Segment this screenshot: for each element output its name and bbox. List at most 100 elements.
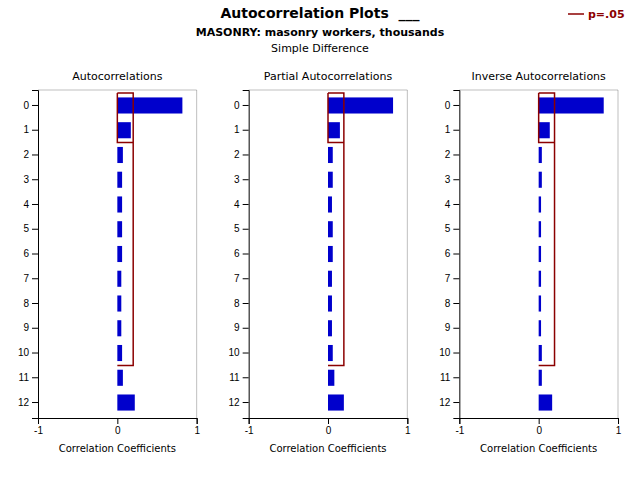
plot-area: -1010123456789101112 bbox=[18, 90, 201, 436]
bar bbox=[539, 345, 542, 361]
y-tick-mark bbox=[32, 254, 38, 255]
bar bbox=[117, 295, 121, 311]
chart-root: Autocorrelation Plots ___MASONRY: masonr… bbox=[0, 0, 640, 480]
y-tick-mark bbox=[32, 130, 38, 131]
chart-title: Partial Autocorrelations bbox=[264, 70, 393, 83]
x-tick-label: 0 bbox=[536, 425, 542, 436]
y-tick: 11 bbox=[229, 372, 248, 383]
y-tick: 4 bbox=[445, 199, 460, 210]
y-tick: 9 bbox=[445, 322, 460, 333]
x-tick-mark bbox=[407, 418, 408, 424]
y-tick: 3 bbox=[23, 174, 38, 185]
y-tick-label: 8 bbox=[23, 298, 29, 309]
x-tick-mark bbox=[197, 418, 198, 424]
subtitle: Simple Difference bbox=[271, 42, 369, 55]
y-tick-label: 11 bbox=[229, 372, 240, 383]
y-tick: 5 bbox=[23, 223, 38, 234]
y-tick: 10 bbox=[439, 347, 459, 358]
y-tick-mark bbox=[32, 229, 38, 230]
y-tick-label: 0 bbox=[234, 100, 240, 111]
y-tick-label: 1 bbox=[234, 124, 240, 135]
x-axis: -101 bbox=[34, 418, 200, 436]
plot-area: -1010123456789101112 bbox=[229, 90, 412, 436]
marks bbox=[328, 93, 393, 410]
y-tick: 3 bbox=[234, 174, 249, 185]
confidence-bound bbox=[328, 93, 344, 365]
y-tick-mark bbox=[243, 377, 249, 378]
y-tick-label: 3 bbox=[445, 174, 451, 185]
y-tick-label: 12 bbox=[229, 397, 241, 408]
x-axis: -101 bbox=[455, 418, 621, 436]
y-tick-mark bbox=[243, 229, 249, 230]
y-tick-label: 7 bbox=[234, 273, 240, 284]
y-tick-label: 0 bbox=[445, 100, 451, 111]
y-tick: 5 bbox=[445, 223, 460, 234]
bar bbox=[539, 97, 604, 113]
x-tick-mark bbox=[618, 418, 619, 424]
y-tick-mark bbox=[453, 328, 459, 329]
y-tick-label: 9 bbox=[23, 322, 29, 333]
bar bbox=[539, 246, 541, 262]
frame bbox=[459, 90, 618, 91]
y-tick-mark bbox=[32, 328, 38, 329]
y-axis: 0123456789101112 bbox=[229, 91, 250, 419]
bar bbox=[328, 97, 393, 113]
panel: -1010123456789101112Partial Autocorrelat… bbox=[229, 70, 412, 454]
y-tick-label: 10 bbox=[18, 347, 30, 358]
y-tick-label: 7 bbox=[445, 273, 451, 284]
bar bbox=[539, 122, 550, 138]
y-tick-label: 6 bbox=[23, 248, 29, 259]
bar bbox=[117, 147, 123, 163]
y-tick-label: 5 bbox=[23, 223, 29, 234]
y-tick-mark bbox=[32, 105, 38, 106]
bar bbox=[328, 370, 334, 386]
y-tick-label: 12 bbox=[18, 397, 30, 408]
y-tick-mark bbox=[453, 204, 459, 205]
bar bbox=[117, 394, 134, 410]
y-axis-line bbox=[32, 91, 39, 419]
x-axis-line bbox=[39, 419, 198, 425]
y-tick-mark bbox=[453, 130, 459, 131]
bar bbox=[539, 196, 541, 212]
y-tick-mark bbox=[32, 179, 38, 180]
y-tick-label: 10 bbox=[439, 347, 451, 358]
x-axis-label: Correlation Coefficients bbox=[59, 443, 176, 454]
y-tick: 0 bbox=[23, 100, 38, 111]
x-tick: 1 bbox=[616, 418, 622, 436]
y-tick-label: 5 bbox=[445, 223, 451, 234]
y-tick: 12 bbox=[439, 397, 459, 408]
y-tick: 10 bbox=[229, 347, 249, 358]
x-tick-label: 0 bbox=[115, 425, 121, 436]
bar bbox=[328, 345, 333, 361]
y-tick: 8 bbox=[234, 298, 249, 309]
y-tick-mark bbox=[453, 402, 459, 403]
frame bbox=[196, 90, 197, 418]
y-tick-mark bbox=[243, 130, 249, 131]
y-tick-mark bbox=[453, 179, 459, 180]
bar bbox=[328, 147, 333, 163]
y-tick-label: 0 bbox=[23, 100, 29, 111]
plot-area: -1010123456789101112 bbox=[439, 90, 622, 436]
bar bbox=[117, 172, 122, 188]
frame bbox=[249, 90, 408, 91]
x-axis-label: Correlation Coefficients bbox=[480, 443, 597, 454]
y-tick-mark bbox=[453, 254, 459, 255]
y-axis: 0123456789101112 bbox=[439, 91, 460, 419]
y-tick-mark bbox=[453, 303, 459, 304]
y-tick-label: 9 bbox=[445, 322, 451, 333]
y-tick-mark bbox=[243, 303, 249, 304]
y-tick: 12 bbox=[18, 397, 38, 408]
y-tick-mark bbox=[243, 179, 249, 180]
y-tick: 6 bbox=[23, 248, 38, 259]
x-tick: 0 bbox=[115, 418, 121, 436]
y-axis: 0123456789101112 bbox=[18, 91, 39, 419]
y-tick-mark bbox=[243, 278, 249, 279]
y-tick-label: 5 bbox=[234, 223, 240, 234]
y-tick-mark bbox=[453, 353, 459, 354]
x-tick-label: 1 bbox=[194, 425, 200, 436]
y-tick: 0 bbox=[234, 100, 249, 111]
y-tick-mark bbox=[453, 229, 459, 230]
x-axis-label: Correlation Coefficients bbox=[269, 443, 386, 454]
frame bbox=[618, 90, 619, 418]
y-tick-label: 1 bbox=[445, 124, 451, 135]
